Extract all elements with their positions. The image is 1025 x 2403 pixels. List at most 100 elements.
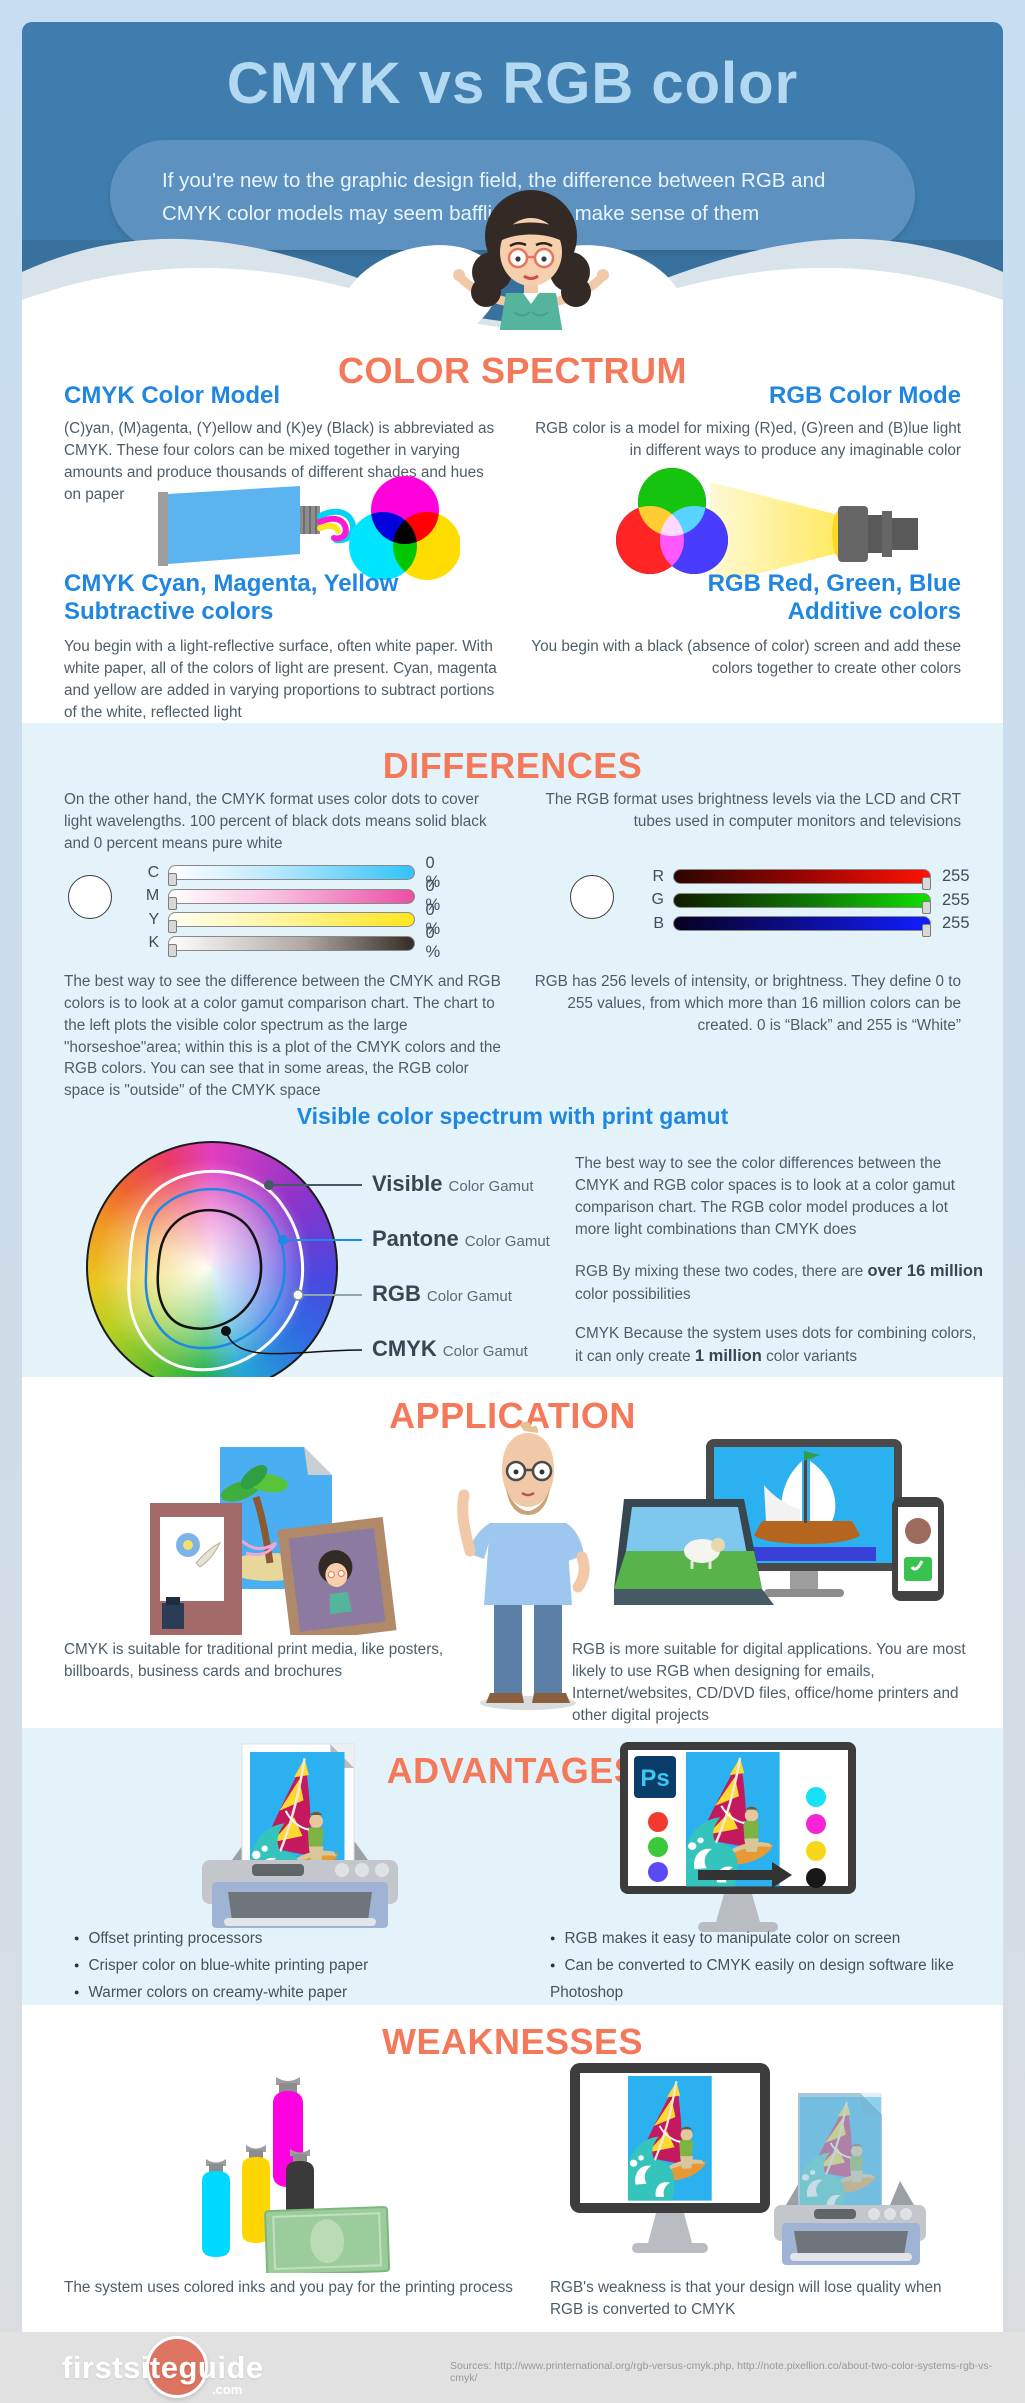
cmyk-model-heading: CMYK Color Model	[64, 382, 280, 409]
slider-label: C	[147, 863, 160, 881]
weaknesses-heading: WEAKNESSES	[381, 2021, 644, 2062]
cmyk-advantages-list: Offset printing processors Crisper color…	[74, 1926, 514, 2006]
color-spectrum-heading: COLOR SPECTRUM	[338, 350, 687, 391]
cmyk-gamut-label: CMYK Color Gamut	[372, 1336, 528, 1364]
section-color-spectrum: COLOR SPECTRUM CMYK Color Model (C)yan, …	[22, 330, 1003, 723]
gamut-heading: Visible color spectrum with print gamut	[296, 1103, 729, 1129]
gamut-label-suffix: Color Gamut	[442, 1343, 528, 1360]
slider-handle[interactable]	[922, 900, 931, 914]
rgb-additive-body: You begin with a black (absence of color…	[531, 638, 961, 677]
slider-value: 0 %	[425, 877, 441, 915]
gamut-label-name: CMYK	[372, 1336, 437, 1361]
cmyk-subtractive-block: CMYK Cyan, Magenta, Yellow Subtractive c…	[64, 570, 500, 723]
gamut-paragraph-3-suffix: color variants	[761, 1347, 858, 1365]
rgb-levels-explainer: RGB has 256 levels of intensity, or brig…	[534, 973, 961, 1034]
cmyk-advantage-item: Warmer colors on creamy-white paper	[74, 1980, 514, 2007]
slider-value: 0 %	[425, 900, 441, 938]
cmyk-application-text: CMYK is suitable for traditional print m…	[64, 1641, 444, 1680]
green-slider[interactable]	[673, 892, 931, 914]
rgb-subheading-line1: RGB Red, Green, Blue	[707, 570, 961, 597]
cyan-slider[interactable]	[168, 865, 415, 887]
slider-handle[interactable]	[168, 920, 178, 934]
gamut-paragraph-2: RGB By mixing these two codes, there are…	[575, 1260, 985, 1305]
rgb-advantage-item: Can be converted to CMYK easily on desig…	[550, 1953, 1000, 2007]
digital-devices-illustration	[614, 1439, 944, 1605]
yellow-slider[interactable]	[168, 912, 415, 934]
slider-label: B	[653, 914, 664, 932]
logo-part-guide: guide	[178, 2350, 264, 2385]
rgb-advantage-item: RGB makes it easy to manipulate color on…	[550, 1926, 1000, 1953]
rgb-mode-column: RGB Color Mode RGB color is a model for …	[525, 382, 961, 462]
advantages-heading: ADVANTAGES	[386, 1750, 639, 1791]
section-application: APPLICATION	[22, 1377, 1003, 1728]
rgb-weakness-text: RGB's weakness is that your design will …	[550, 2279, 942, 2318]
slider-value: 0 %	[425, 853, 441, 891]
ps-logo-glyph: Ps	[640, 1765, 669, 1792]
application-heading: APPLICATION	[389, 1395, 636, 1436]
blue-slider[interactable]	[673, 916, 931, 938]
color-gamut-wheel	[86, 1141, 338, 1393]
rgb-additive-block: RGB Red, Green, Blue Additive colors You…	[525, 570, 961, 680]
cmyk-mix-swatch	[68, 875, 112, 919]
slider-handle[interactable]	[922, 924, 931, 938]
slider-handle[interactable]	[922, 877, 931, 891]
slider-label: R	[652, 867, 664, 885]
cmyk-subheading-line2: Subtractive colors	[64, 598, 274, 625]
slider-value: 0 %	[425, 924, 441, 962]
rgb-to-cmyk-loss-illustration	[570, 2063, 926, 2265]
slider-value: 255	[942, 914, 970, 933]
rgb-application-text: RGB is more suitable for digital applica…	[572, 1641, 966, 1724]
gamut-label-suffix: Color Gamut	[448, 1178, 534, 1195]
gamut-label-name: RGB	[372, 1281, 421, 1306]
slider-label: K	[148, 934, 160, 952]
slider-label: Y	[148, 910, 160, 928]
offset-printer-illustration	[202, 1743, 398, 1928]
slider-handle[interactable]	[168, 943, 178, 957]
rgb-gamut-label: RGB Color Gamut	[372, 1281, 512, 1309]
slider-value: 255	[942, 890, 970, 909]
key-black-slider[interactable]	[168, 935, 415, 957]
section-differences: DIFFERENCES On the other hand, the CMYK …	[22, 723, 1003, 1393]
photoshop-monitor-illustration: Ps	[620, 1742, 856, 1932]
ink-bottles-money-illustration	[202, 2077, 391, 2273]
pantone-gamut-label: Pantone Color Gamut	[372, 1226, 550, 1254]
section-weaknesses: WEAKNESSES	[22, 2005, 1003, 2332]
gamut-label-name: Visible	[372, 1171, 443, 1196]
page-title: CMYK vs RGB color	[226, 51, 799, 116]
print-media-illustration	[150, 1447, 397, 1635]
gamut-paragraph-3-prefix: CMYK Because the system uses dots for co…	[575, 1325, 977, 1365]
slider-label: M	[145, 887, 160, 905]
slider-value: 255	[942, 867, 970, 886]
rgb-subheading-line2: Additive colors	[787, 598, 961, 625]
gamut-paragraph-3: CMYK Because the system uses dots for co…	[575, 1323, 985, 1368]
intro-text: If you're new to the graphic design fiel…	[162, 169, 826, 226]
gamut-paragraph-2-bold: over 16 million	[867, 1262, 984, 1280]
gamut-label-suffix: Color Gamut	[464, 1233, 550, 1250]
logo-tld: .com	[212, 2382, 243, 2397]
cmyk-paint-tube-venn-illustration	[158, 476, 460, 580]
rgb-mode-body: RGB color is a model for mixing (R)ed, (…	[535, 420, 961, 459]
footer-bar: firstsiteguide .com Sources: http://www.…	[0, 2332, 1025, 2403]
cmyk-model-column: CMYK Color Model (C)yan, (M)agenta, (Y)e…	[64, 382, 500, 505]
gamut-paragraph-2-suffix: color possibilities	[575, 1285, 691, 1303]
slider-handle[interactable]	[168, 896, 178, 910]
gamut-paragraph-2-prefix: RGB By mixing these two codes, there are	[575, 1263, 868, 1280]
cmyk-subtractive-body: You begin with a light-reflective surfac…	[64, 638, 497, 721]
cmyk-differences-intro: On the other hand, the CMYK format uses …	[64, 791, 487, 852]
header-banner: CMYK vs RGB color If you're new to the g…	[22, 22, 1003, 432]
rgb-mix-swatch	[570, 875, 614, 919]
gamut-label-suffix: Color Gamut	[426, 1288, 512, 1305]
cmyk-weakness-text: The system uses colored inks and you pay…	[64, 2279, 513, 2296]
rgb-differences-intro: The RGB format uses brightness levels vi…	[545, 791, 961, 830]
firstsiteguide-logo: firstsiteguide .com	[62, 2336, 264, 2398]
rgb-venn-flashlight-illustration	[616, 468, 918, 586]
designer-man-illustration	[457, 1421, 590, 1710]
logo-part-site: site	[123, 2350, 179, 2385]
magenta-slider[interactable]	[168, 888, 415, 910]
red-slider[interactable]	[673, 869, 931, 891]
visible-gamut-label: Visible Color Gamut	[372, 1171, 534, 1199]
slider-handle[interactable]	[168, 873, 178, 887]
cmyk-gamut-explainer: The best way to see the difference betwe…	[64, 973, 501, 1100]
cmyk-advantage-item: Offset printing processors	[74, 1926, 514, 1953]
logo-part-first: first	[62, 2350, 124, 2385]
